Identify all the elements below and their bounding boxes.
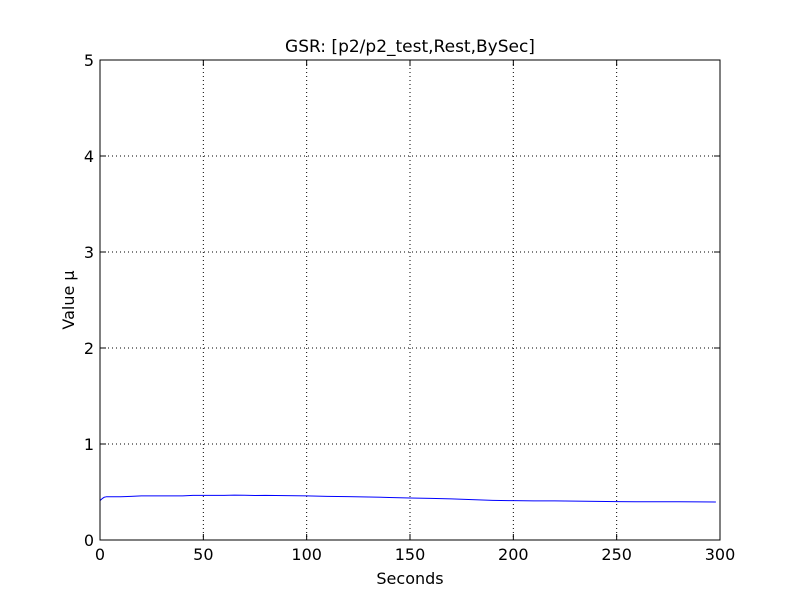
chart-title: GSR: [p2/p2_test,Rest,BySec] <box>285 37 535 57</box>
x-tick-label: 250 <box>601 545 632 564</box>
x-tick-label: 300 <box>705 545 736 564</box>
y-tick-label: 4 <box>84 147 94 166</box>
x-tick-label: 50 <box>193 545 213 564</box>
tick-layer: 0 50 100 150 200 250 300 0 1 2 3 4 5 <box>84 51 735 564</box>
y-tick-label: 3 <box>84 243 94 262</box>
x-tick-label: 100 <box>291 545 322 564</box>
grid-layer <box>100 60 720 540</box>
x-tick-label: 0 <box>95 545 105 564</box>
y-tick-label: 2 <box>84 339 94 358</box>
x-tick-label: 150 <box>395 545 426 564</box>
x-tick-label: 200 <box>498 545 529 564</box>
y-tick-label: 5 <box>84 51 94 70</box>
y-tick-label: 1 <box>84 435 94 454</box>
y-axis-label: Value μ <box>59 270 78 329</box>
y-tick-label: 0 <box>84 531 94 550</box>
x-axis-label: Seconds <box>376 569 443 588</box>
gsr-series-line <box>99 494 716 503</box>
series-layer <box>99 494 716 503</box>
